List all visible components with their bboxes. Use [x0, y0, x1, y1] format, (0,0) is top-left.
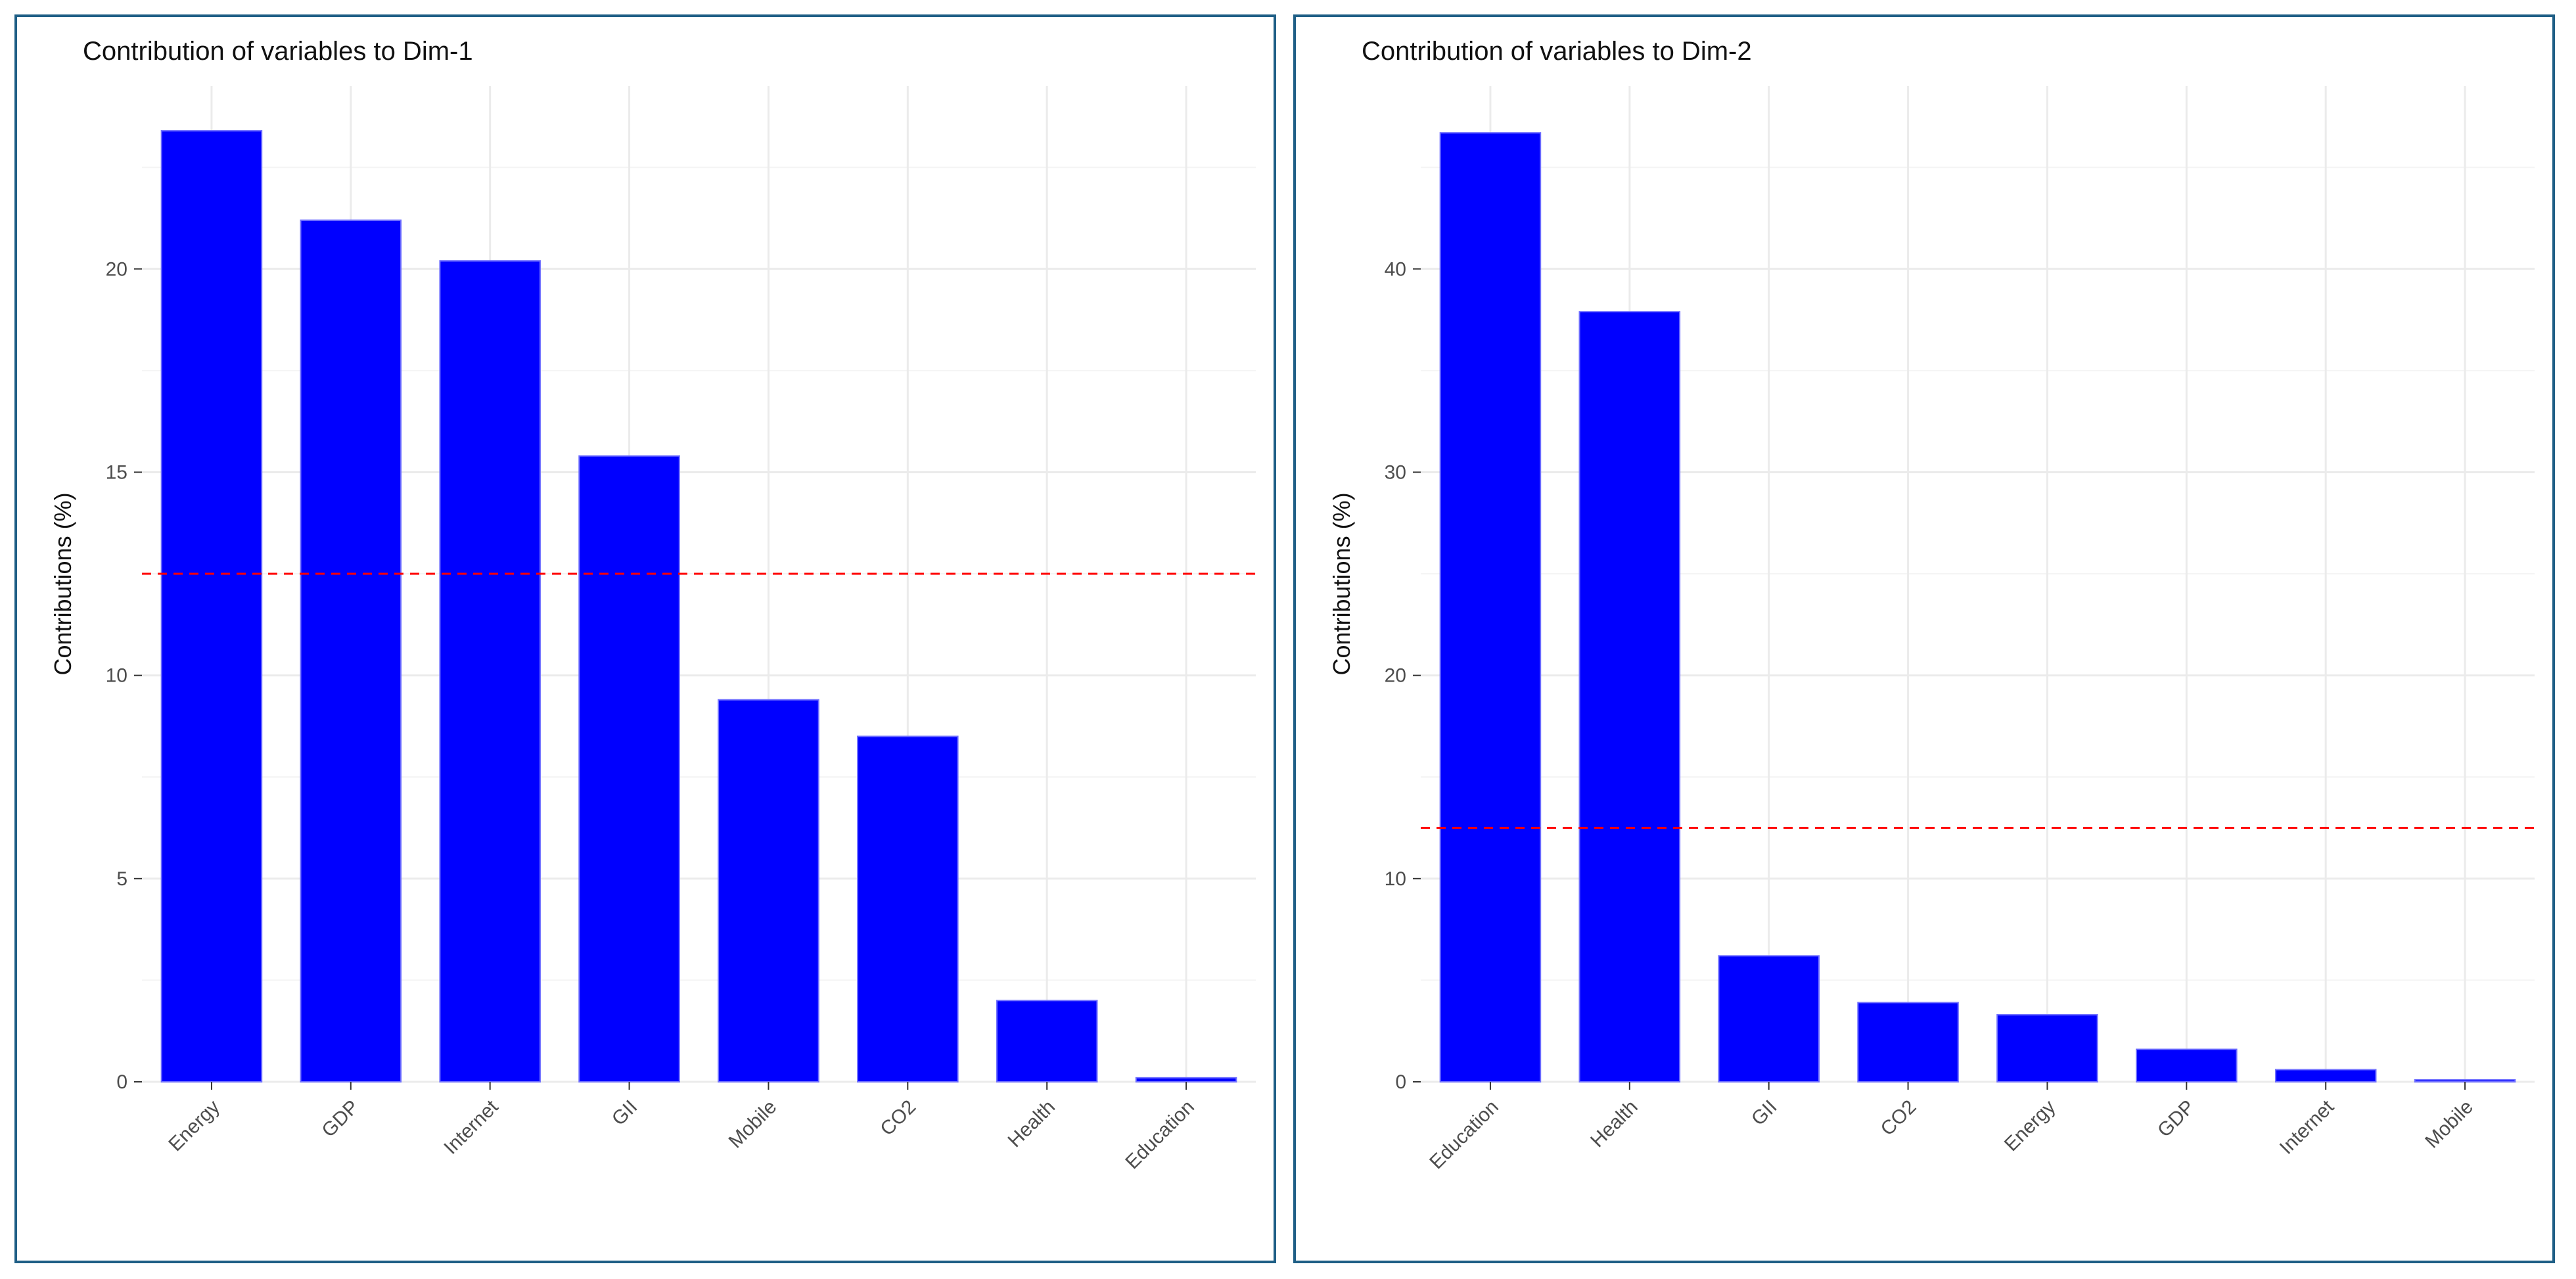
chart-title: Contribution of variables to Dim-1 — [83, 37, 473, 66]
chart-title: Contribution of variables to Dim-2 — [1362, 37, 1752, 66]
x-category-label: CO2 — [1877, 1096, 1921, 1140]
x-category-label: Internet — [2276, 1096, 2339, 1159]
y-tick-label: 5 — [116, 868, 127, 890]
bar-education — [1135, 1077, 1237, 1082]
bar-internet — [2274, 1069, 2377, 1082]
bar-gii — [578, 455, 680, 1082]
y-axis-label: Contributions (%) — [49, 492, 76, 675]
x-category-label: GII — [1747, 1096, 1782, 1130]
chart-panel-dim2: Contribution of variables to Dim-2 0 10 20 3… — [1293, 14, 2555, 1263]
x-category-label: Internet — [440, 1096, 503, 1159]
x-category-label: Health — [1586, 1096, 1642, 1152]
y-tick-label: 10 — [1385, 868, 1406, 890]
bar-co2 — [857, 735, 959, 1082]
y-tick-label: 20 — [106, 258, 127, 280]
y-axis-label: Contributions (%) — [1328, 492, 1355, 675]
y-tick-label: 15 — [106, 461, 127, 483]
x-category-label: CO2 — [876, 1096, 920, 1140]
x-category-label: Education — [1121, 1096, 1199, 1174]
x-category-label: GII — [608, 1096, 642, 1130]
chart-panel-dim1: Contribution of variables to Dim-1 0 5 10 15… — [14, 14, 1276, 1263]
x-category-label: GDP — [317, 1096, 363, 1142]
y-tick-label: 30 — [1385, 461, 1406, 483]
chart-dim1: Contribution of variables to Dim-1 0 5 10 15… — [49, 37, 1256, 1174]
bar-health — [996, 1000, 1098, 1083]
bar-education — [1439, 132, 1542, 1082]
x-category-label: Health — [1003, 1096, 1059, 1152]
bar-energy — [160, 130, 263, 1083]
y-tick-label: 0 — [116, 1071, 127, 1093]
x-category-label: Mobile — [725, 1096, 781, 1153]
chart-dim2: Contribution of variables to Dim-2 0 10 20 3… — [1328, 37, 2535, 1174]
bar-gdp — [2136, 1048, 2238, 1083]
bar-internet — [439, 260, 541, 1082]
bar-co2 — [1857, 1002, 1959, 1082]
x-category-label: Energy — [164, 1096, 224, 1156]
y-tick-label: 10 — [106, 665, 127, 687]
bar-gdp — [300, 220, 402, 1082]
y-tick-label: 20 — [1385, 665, 1406, 687]
bar-mobile — [2414, 1079, 2516, 1083]
x-category-label: Education — [1425, 1096, 1503, 1174]
y-tick-label: 0 — [1395, 1071, 1406, 1093]
x-category-label: GDP — [2153, 1096, 2199, 1142]
bar-health — [1578, 311, 1681, 1083]
bar-energy — [1996, 1013, 2098, 1082]
bar-mobile — [718, 699, 819, 1083]
y-tick-label: 40 — [1385, 258, 1406, 280]
x-category-label: Mobile — [2421, 1096, 2477, 1153]
x-category-label: Energy — [2000, 1096, 2060, 1156]
bar-gii — [1718, 955, 1820, 1083]
